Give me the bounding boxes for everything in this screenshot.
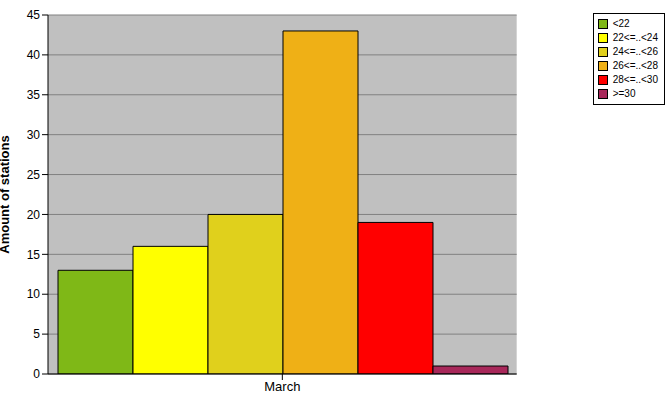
svg-text:Amount of stations: Amount of stations: [8, 135, 12, 253]
svg-text:5: 5: [33, 327, 40, 341]
svg-text:10: 10: [27, 287, 41, 301]
html-text:24<=..<26: 24<=..<26: [612, 46, 658, 57]
svg-text:15: 15: [27, 248, 41, 262]
html-text:>=30: >=30: [612, 88, 636, 99]
svg-text:March: March: [264, 379, 300, 394]
html-text:26<=..<28: 26<=..<28: [612, 60, 658, 71]
svg-text:30: 30: [27, 128, 41, 142]
svg-text:40: 40: [27, 48, 41, 62]
html-text:28<=..<30: 28<=..<30: [612, 74, 658, 85]
html-text:<22: <22: [612, 18, 630, 29]
html-text:22<=..<24: 22<=..<24: [612, 32, 658, 43]
svg-text:35: 35: [27, 88, 41, 102]
svg-text:20: 20: [27, 208, 41, 222]
svg-text:25: 25: [27, 168, 41, 182]
svg-text:0: 0: [33, 367, 40, 381]
svg-text:45: 45: [27, 8, 41, 22]
